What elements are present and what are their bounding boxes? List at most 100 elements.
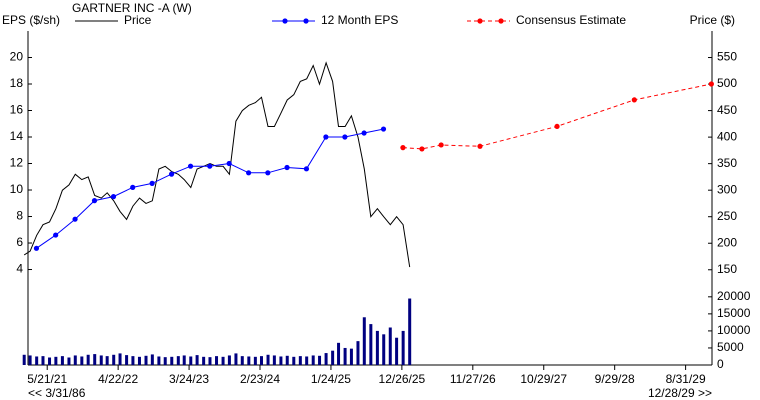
data-point xyxy=(226,160,232,167)
volume-bar xyxy=(240,356,244,365)
volume-bar xyxy=(311,355,315,365)
volume-bar xyxy=(202,356,206,365)
y-tick-label: 12 xyxy=(10,156,24,170)
volume-bar xyxy=(247,356,251,365)
series-line xyxy=(23,61,411,268)
y-tick-label: 14 xyxy=(10,129,24,143)
volume-bar xyxy=(35,356,39,365)
x-tick-label: 12/26/25 xyxy=(379,372,426,386)
data-point xyxy=(265,170,271,176)
x-tick-label: 3/24/23 xyxy=(169,372,209,386)
data-point xyxy=(708,81,714,87)
volume-bar xyxy=(86,354,90,365)
data-point xyxy=(187,163,194,169)
y-tick-label: 16 xyxy=(10,103,24,117)
volume-bar xyxy=(382,334,386,365)
volume-bar xyxy=(388,327,392,365)
y2-tick-label: 550 xyxy=(717,50,737,64)
x-tick-label: 8/31/29 xyxy=(666,372,706,386)
volume-bar xyxy=(375,330,379,365)
volume-tick-label: 10000 xyxy=(717,323,751,337)
volume-bar xyxy=(144,355,148,365)
series-line xyxy=(36,128,384,249)
volume-bar xyxy=(343,347,347,365)
volume-bar xyxy=(48,357,52,365)
y-tick-label: 20 xyxy=(10,50,24,64)
x-tick-label: 5/21/21 xyxy=(27,372,67,386)
volume-bar xyxy=(73,355,77,365)
volume-bar xyxy=(150,354,154,365)
data-point xyxy=(33,245,40,251)
x-tick-label: 1/24/25 xyxy=(311,372,351,386)
volume-bar xyxy=(182,355,186,365)
volume-bar xyxy=(54,356,58,365)
data-point xyxy=(380,126,387,132)
volume-bar xyxy=(22,354,26,365)
x-tick-label: 9/29/28 xyxy=(595,372,635,386)
y2-tick-label: 400 xyxy=(717,129,737,143)
y-tick-label: 4 xyxy=(16,262,23,276)
volume-bar xyxy=(208,357,212,365)
x-tick-label: 11/27/26 xyxy=(450,372,496,386)
data-point xyxy=(342,134,348,140)
volume-bar xyxy=(67,357,71,365)
data-point xyxy=(477,143,483,149)
data-point xyxy=(246,170,252,176)
volume-bar xyxy=(356,341,360,365)
series-line xyxy=(402,83,712,150)
volume-bar xyxy=(259,356,263,365)
volume-bar xyxy=(401,330,405,365)
volume-bar xyxy=(337,342,341,365)
y-tick-label: 6 xyxy=(16,235,23,249)
y2-tick-label: 250 xyxy=(717,209,737,223)
volume-tick-label: 5000 xyxy=(717,340,744,354)
volume-bar xyxy=(195,355,199,365)
volume-bar xyxy=(285,355,289,365)
volume-bar xyxy=(266,354,270,365)
volume-bar xyxy=(118,353,122,365)
volume-bar xyxy=(305,356,309,365)
volume-bar xyxy=(176,356,180,365)
y2-tick-label: 200 xyxy=(717,235,737,249)
volume-tick-label: 0 xyxy=(717,357,724,371)
volume-bar xyxy=(99,355,103,365)
volume-bar xyxy=(215,356,219,365)
volume-bar xyxy=(112,354,116,365)
volume-bar xyxy=(395,337,399,365)
chart-title: GARTNER INC -A (W) xyxy=(72,1,192,15)
data-point xyxy=(400,145,406,151)
y-tick-label: 18 xyxy=(10,76,24,90)
legend-dot xyxy=(282,18,288,24)
data-point xyxy=(149,180,155,186)
data-point xyxy=(53,232,59,238)
volume-bar xyxy=(234,353,238,365)
y-tick-label: 8 xyxy=(16,209,23,223)
volume-bar xyxy=(157,356,161,365)
volume-bar xyxy=(93,354,97,365)
volume-bar xyxy=(105,356,109,365)
y2-tick-label: 300 xyxy=(717,182,737,196)
volume-bar xyxy=(272,355,276,365)
volume-bar xyxy=(221,356,225,365)
legend-label: Consensus Estimate xyxy=(516,13,626,27)
y2-tick-label: 150 xyxy=(717,262,737,276)
data-point xyxy=(438,142,444,148)
y2-axis-label: Price ($) xyxy=(690,13,735,27)
volume-tick-label: 15000 xyxy=(717,306,751,320)
volume-bar xyxy=(279,356,283,365)
data-point xyxy=(419,146,425,152)
volume-bar xyxy=(331,350,335,365)
volume-tick-label: 20000 xyxy=(717,289,751,303)
volume-bar xyxy=(137,356,141,365)
volume-bar xyxy=(80,356,84,365)
y-axis-label: EPS ($/sh) xyxy=(2,13,60,27)
y-tick-label: 10 xyxy=(10,182,24,196)
y2-tick-label: 450 xyxy=(717,103,737,117)
y2-tick-label: 350 xyxy=(717,156,737,170)
volume-bar xyxy=(292,356,296,365)
data-point xyxy=(207,163,213,169)
legend-dot xyxy=(498,18,504,24)
data-point xyxy=(361,130,367,136)
x-tick-label: 4/22/22 xyxy=(98,372,138,386)
